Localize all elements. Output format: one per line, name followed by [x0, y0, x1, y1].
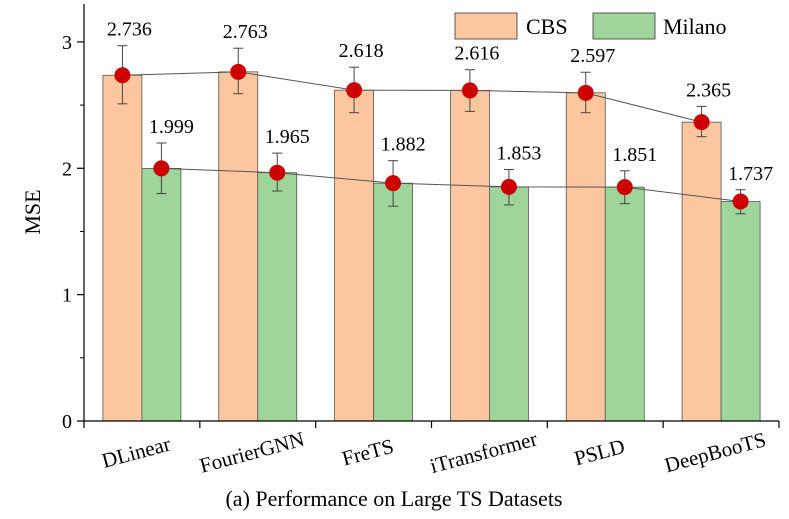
- x-tick-label-deepboots: DeepBooTS: [662, 427, 769, 477]
- marker-cbs-4: [577, 84, 594, 101]
- bar-milano-fouriergnn: [257, 172, 298, 422]
- legend-label-milano: Milano: [663, 14, 727, 39]
- value-label-milano-4: 1.851: [612, 144, 657, 166]
- trend-line-cbs: [122, 71, 702, 123]
- value-labels-layer: 2.736 1.999 2.763 1.965 2.618 1.882 2.616 1.853…: [107, 19, 773, 185]
- value-label-milano-3: 1.853: [496, 143, 541, 165]
- marker-milano-2: [385, 175, 402, 192]
- bar-cbs-fouriergnn: [218, 71, 259, 422]
- value-label-cbs-5: 2.365: [686, 79, 731, 101]
- marker-cbs-2: [346, 82, 363, 99]
- x-tick-label-dlinear: DLinear: [99, 432, 173, 473]
- value-label-cbs-2: 2.618: [339, 40, 384, 62]
- bar-milano-deepboots: [720, 201, 761, 422]
- x-tick-label-frets: FreTS: [339, 434, 396, 471]
- bar-milano-frets: [373, 182, 413, 422]
- value-label-cbs-0: 2.736: [107, 19, 152, 41]
- marker-cbs-1: [230, 63, 247, 80]
- value-label-milano-1: 1.965: [265, 126, 310, 148]
- marker-cbs-0: [114, 67, 131, 84]
- x-tick-label-fouriergnn: FourierGNN: [197, 427, 307, 478]
- value-label-milano-5: 1.737: [728, 163, 773, 185]
- y-tick-label-0: 0: [62, 411, 72, 433]
- bars-layer: [102, 71, 761, 422]
- figure-caption: (a) Performance on Large TS Datasets: [225, 486, 562, 511]
- bar-milano-psld: [604, 186, 645, 422]
- marker-milano-5: [732, 193, 749, 210]
- marker-milano-3: [500, 178, 517, 195]
- marker-milano-1: [269, 164, 286, 181]
- x-tick-label-psld: PSLD: [572, 434, 628, 470]
- trend-line-milano: [161, 167, 741, 203]
- value-label-milano-0: 1.999: [149, 116, 194, 138]
- bar-cbs-frets: [334, 89, 374, 422]
- y-axis-title: MSE: [20, 189, 45, 234]
- x-tick-label-itransformer: iTransformer: [427, 426, 540, 478]
- marker-milano-0: [153, 160, 170, 177]
- y-tick-label-1: 1: [62, 285, 72, 307]
- bar-cbs-itransformer: [450, 90, 490, 422]
- value-label-cbs-4: 2.597: [570, 45, 615, 67]
- marker-cbs-3: [461, 82, 478, 99]
- y-tick-label-3: 3: [62, 32, 72, 54]
- markers-layer: [114, 63, 749, 210]
- marker-cbs-5: [693, 114, 710, 131]
- legend-label-cbs: CBS: [526, 14, 568, 39]
- value-label-cbs-3: 2.616: [454, 43, 499, 65]
- y-tick-label-2: 2: [62, 158, 72, 180]
- bar-cbs-psld: [565, 92, 606, 422]
- error-bars-layer: [117, 45, 746, 215]
- value-label-milano-2: 1.882: [381, 134, 426, 156]
- bar-cbs-dlinear: [102, 74, 143, 422]
- legend-swatch-milano: [592, 12, 656, 40]
- bar-cbs-deepboots: [681, 121, 722, 422]
- value-label-cbs-1: 2.763: [223, 21, 268, 43]
- marker-milano-4: [616, 179, 633, 196]
- bar-milano-itransformer: [489, 186, 529, 422]
- legend-swatch-cbs: [454, 12, 518, 40]
- bar-milano-dlinear: [141, 167, 182, 422]
- trend-lines-layer: [122, 71, 741, 203]
- legend: CBS Milano: [454, 12, 727, 40]
